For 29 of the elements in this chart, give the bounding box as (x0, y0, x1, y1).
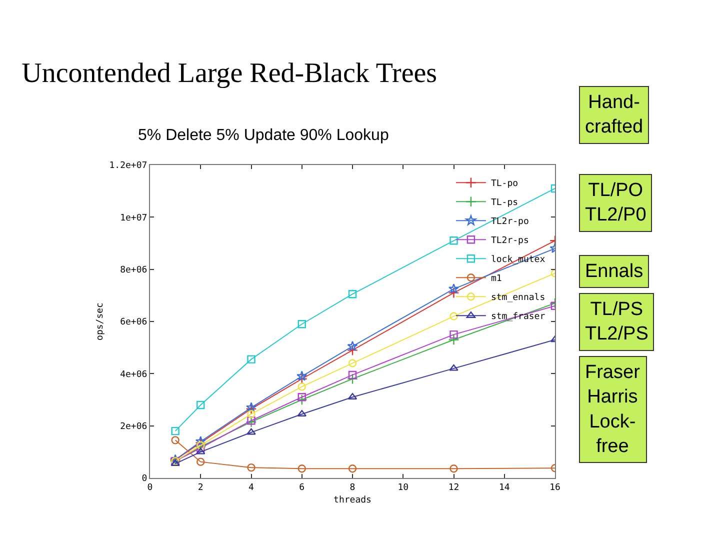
y-axis-title: ops/sec (96, 302, 106, 340)
legend-label: TL2r-po (490, 217, 529, 228)
x-tick-label: 12 (448, 482, 460, 493)
x-tick-label: 10 (398, 482, 409, 493)
x-tick-label: 6 (299, 482, 305, 493)
x-tick-label: 16 (550, 482, 560, 493)
y-tick-label: 1e+07 (120, 213, 148, 224)
text: TL/PO TL2/P0 (585, 180, 646, 226)
legend-label: TL-po (490, 179, 518, 190)
text: Ennals (585, 261, 644, 282)
chart-title: Uncontended Large Red-Black Trees (22, 58, 438, 89)
y-tick-label: 6e+06 (120, 318, 148, 328)
y-tick-label: 8e+06 (120, 265, 148, 276)
text: Fraser Harris Lock-free (585, 362, 641, 458)
legend-label: TL-ps (490, 198, 518, 208)
x-tick-label: 8 (350, 482, 356, 493)
text: Hand-crafted (585, 92, 644, 138)
x-tick-label: 2 (198, 482, 204, 493)
x-tick-label: 4 (248, 482, 254, 493)
y-tick-label: 4e+06 (120, 370, 148, 380)
legend-label: m1 (490, 274, 502, 284)
x-tick-label: 14 (498, 482, 510, 493)
chart-subtitle: 5% Delete 5% Update 90% Lookup (138, 127, 389, 144)
x-axis-title: threads (334, 496, 372, 506)
legend-label: TL2r-ps (490, 236, 529, 246)
y-tick-label: 2e+06 (120, 422, 148, 432)
y-tick-label: 1.2e+07 (109, 161, 148, 172)
y-tick-label: 0 (142, 474, 148, 484)
text: TL/PS TL2/PS (585, 299, 648, 345)
